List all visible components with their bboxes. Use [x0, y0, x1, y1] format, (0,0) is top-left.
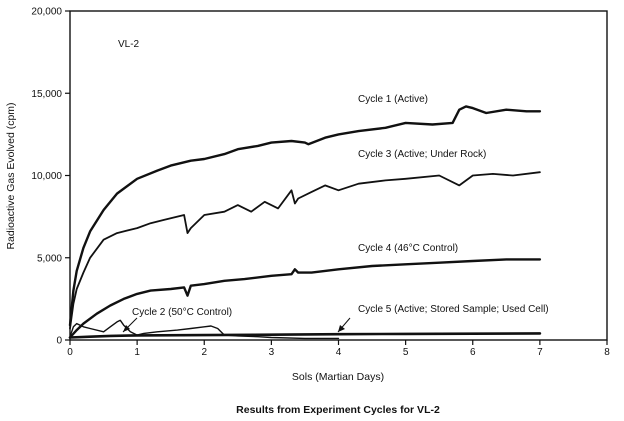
series-cycle-5-active-stored-sample-used-cell-line	[68, 332, 542, 339]
series-cycle-4-46-c-control-line	[68, 258, 542, 339]
label-cycle-5: Cycle 5 (Active; Stored Sample; Used Cel…	[358, 304, 549, 315]
x-tick-label: 6	[470, 347, 476, 358]
x-tick-label: 5	[403, 347, 409, 358]
y-tick-label: 0	[56, 336, 62, 347]
figure-caption: Results from Experiment Cycles for VL-2	[236, 404, 440, 416]
y-axis: 0 5,000 10,000 15,000 20,000	[31, 7, 70, 347]
y-tick-label: 5,000	[37, 253, 62, 264]
series-cycle-3-active-under-rock-line	[69, 171, 541, 330]
x-axis: 0 1 2 3 4 5 6 7 8	[67, 340, 610, 358]
label-cycle-4: Cycle 4 (46°C Control)	[358, 243, 458, 254]
arrow-cycle-2-head	[123, 325, 130, 332]
x-tick-label: 0	[67, 347, 73, 358]
x-axis-title: Sols (Martian Days)	[292, 371, 384, 383]
panel-label: VL-2	[118, 39, 140, 50]
y-tick-label: 15,000	[31, 89, 62, 100]
label-cycle-2: Cycle 2 (50°C Control)	[132, 307, 232, 318]
arrow-cycle-5-head	[338, 325, 345, 332]
x-tick-label: 7	[537, 347, 543, 358]
label-cycle-1: Cycle 1 (Active)	[358, 94, 428, 105]
y-axis-title: Radioactive Gas Evolved (cpm)	[5, 102, 17, 249]
x-tick-label: 1	[134, 347, 140, 358]
x-tick-label: 8	[604, 347, 610, 358]
series-layer	[68, 105, 542, 340]
x-tick-label: 3	[269, 347, 275, 358]
x-tick-label: 2	[201, 347, 207, 358]
x-tick-label: 4	[336, 347, 342, 358]
y-tick-label: 20,000	[31, 7, 62, 18]
series-cycle-1-active-line	[68, 105, 542, 327]
y-tick-label: 10,000	[31, 171, 62, 182]
label-cycle-3: Cycle 3 (Active; Under Rock)	[358, 149, 486, 160]
